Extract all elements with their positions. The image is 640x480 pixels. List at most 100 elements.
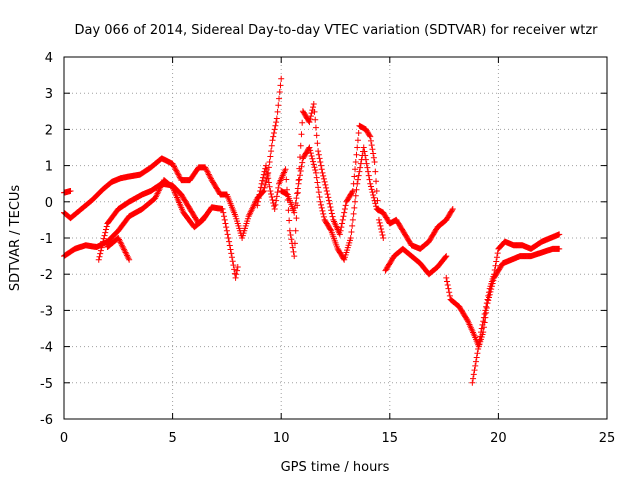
data-point: [367, 137, 374, 144]
data-point: [355, 172, 362, 179]
data-point: [360, 144, 367, 151]
data-point: [443, 274, 450, 281]
data-point: [316, 155, 323, 162]
data-point: [262, 165, 269, 172]
data-point: [260, 174, 267, 181]
series-trace-2: [61, 75, 285, 241]
data-point: [298, 131, 305, 138]
x-axis-label: GPS time / hours: [281, 460, 390, 475]
data-point: [294, 189, 301, 196]
data-point: [98, 244, 105, 251]
series-trace-8: [382, 245, 450, 278]
data-point: [268, 142, 275, 149]
data-point: [365, 172, 372, 179]
data-point: [356, 168, 363, 175]
data-point: [97, 247, 104, 254]
data-point: [273, 115, 280, 122]
data-point: [329, 213, 336, 220]
data-point: [340, 255, 347, 262]
data-point: [352, 158, 359, 165]
data-point: [354, 144, 361, 151]
data-point: [325, 197, 332, 204]
data-point: [206, 172, 213, 179]
data-point: [479, 321, 486, 328]
data-point: [445, 285, 452, 292]
data-point: [374, 197, 381, 204]
data-point: [354, 137, 361, 144]
data-point: [326, 200, 333, 207]
data-point: [228, 254, 235, 261]
data-point: [318, 166, 325, 173]
y-tick-label: 3: [45, 87, 53, 102]
data-point: [170, 162, 177, 169]
data-point: [318, 162, 325, 169]
data-point: [294, 202, 301, 209]
data-point: [265, 179, 272, 186]
data-point: [347, 235, 354, 241]
data-point: [273, 119, 280, 126]
data-point: [362, 156, 369, 163]
data-point: [256, 191, 263, 198]
data-point: [259, 177, 266, 184]
data-point: [353, 151, 360, 158]
data-point: [263, 175, 270, 182]
data-point: [231, 266, 238, 273]
data-point: [116, 236, 123, 243]
data-point: [288, 236, 295, 243]
data-point: [291, 209, 298, 216]
data-point: [491, 271, 498, 278]
data-point: [315, 184, 322, 191]
data-point: [311, 108, 318, 115]
data-point: [307, 150, 314, 157]
data-point: [262, 181, 269, 188]
data-point: [378, 225, 385, 232]
data-point: [472, 362, 479, 369]
data-point: [123, 252, 130, 259]
data-point: [225, 235, 232, 241]
data-point: [476, 337, 483, 344]
data-point: [493, 254, 500, 261]
data-point: [258, 180, 265, 187]
data-point: [314, 140, 321, 147]
chart-title: Day 066 of 2014, Sidereal Day-to-day VTE…: [74, 23, 598, 38]
data-point: [290, 248, 297, 255]
data-point: [349, 216, 356, 223]
data-point: [174, 170, 181, 177]
data-point: [474, 350, 481, 357]
data-point: [292, 227, 299, 234]
data-point: [205, 170, 212, 177]
data-point: [319, 169, 326, 176]
data-point: [493, 258, 500, 265]
series-trace-1: [61, 187, 74, 196]
data-point: [339, 216, 346, 223]
data-point: [318, 201, 325, 208]
data-point: [282, 166, 289, 173]
data-point: [267, 187, 274, 194]
data-point: [272, 122, 279, 129]
y-axis-label: SDTVAR / TECUs: [8, 185, 23, 292]
data-point: [349, 189, 356, 196]
data-point: [319, 207, 326, 214]
data-point: [176, 173, 183, 180]
data-point: [449, 207, 456, 214]
y-tick-label: -5: [40, 377, 53, 392]
data-point: [328, 210, 335, 217]
data-point: [491, 266, 498, 273]
data-point: [481, 311, 488, 318]
data-point: [277, 82, 284, 89]
data-point: [317, 158, 324, 165]
data-point: [222, 220, 229, 227]
data-point: [224, 231, 231, 238]
data-point: [261, 184, 268, 191]
data-point: [378, 228, 385, 235]
data-point: [442, 254, 449, 261]
data-point: [276, 88, 283, 95]
data-point: [478, 329, 485, 336]
data-point: [207, 175, 214, 182]
data-point: [307, 147, 314, 154]
data-point: [283, 186, 290, 193]
data-point: [310, 104, 317, 111]
data-point: [96, 253, 103, 260]
series-trace-4: [95, 180, 209, 263]
data-point: [285, 207, 292, 214]
